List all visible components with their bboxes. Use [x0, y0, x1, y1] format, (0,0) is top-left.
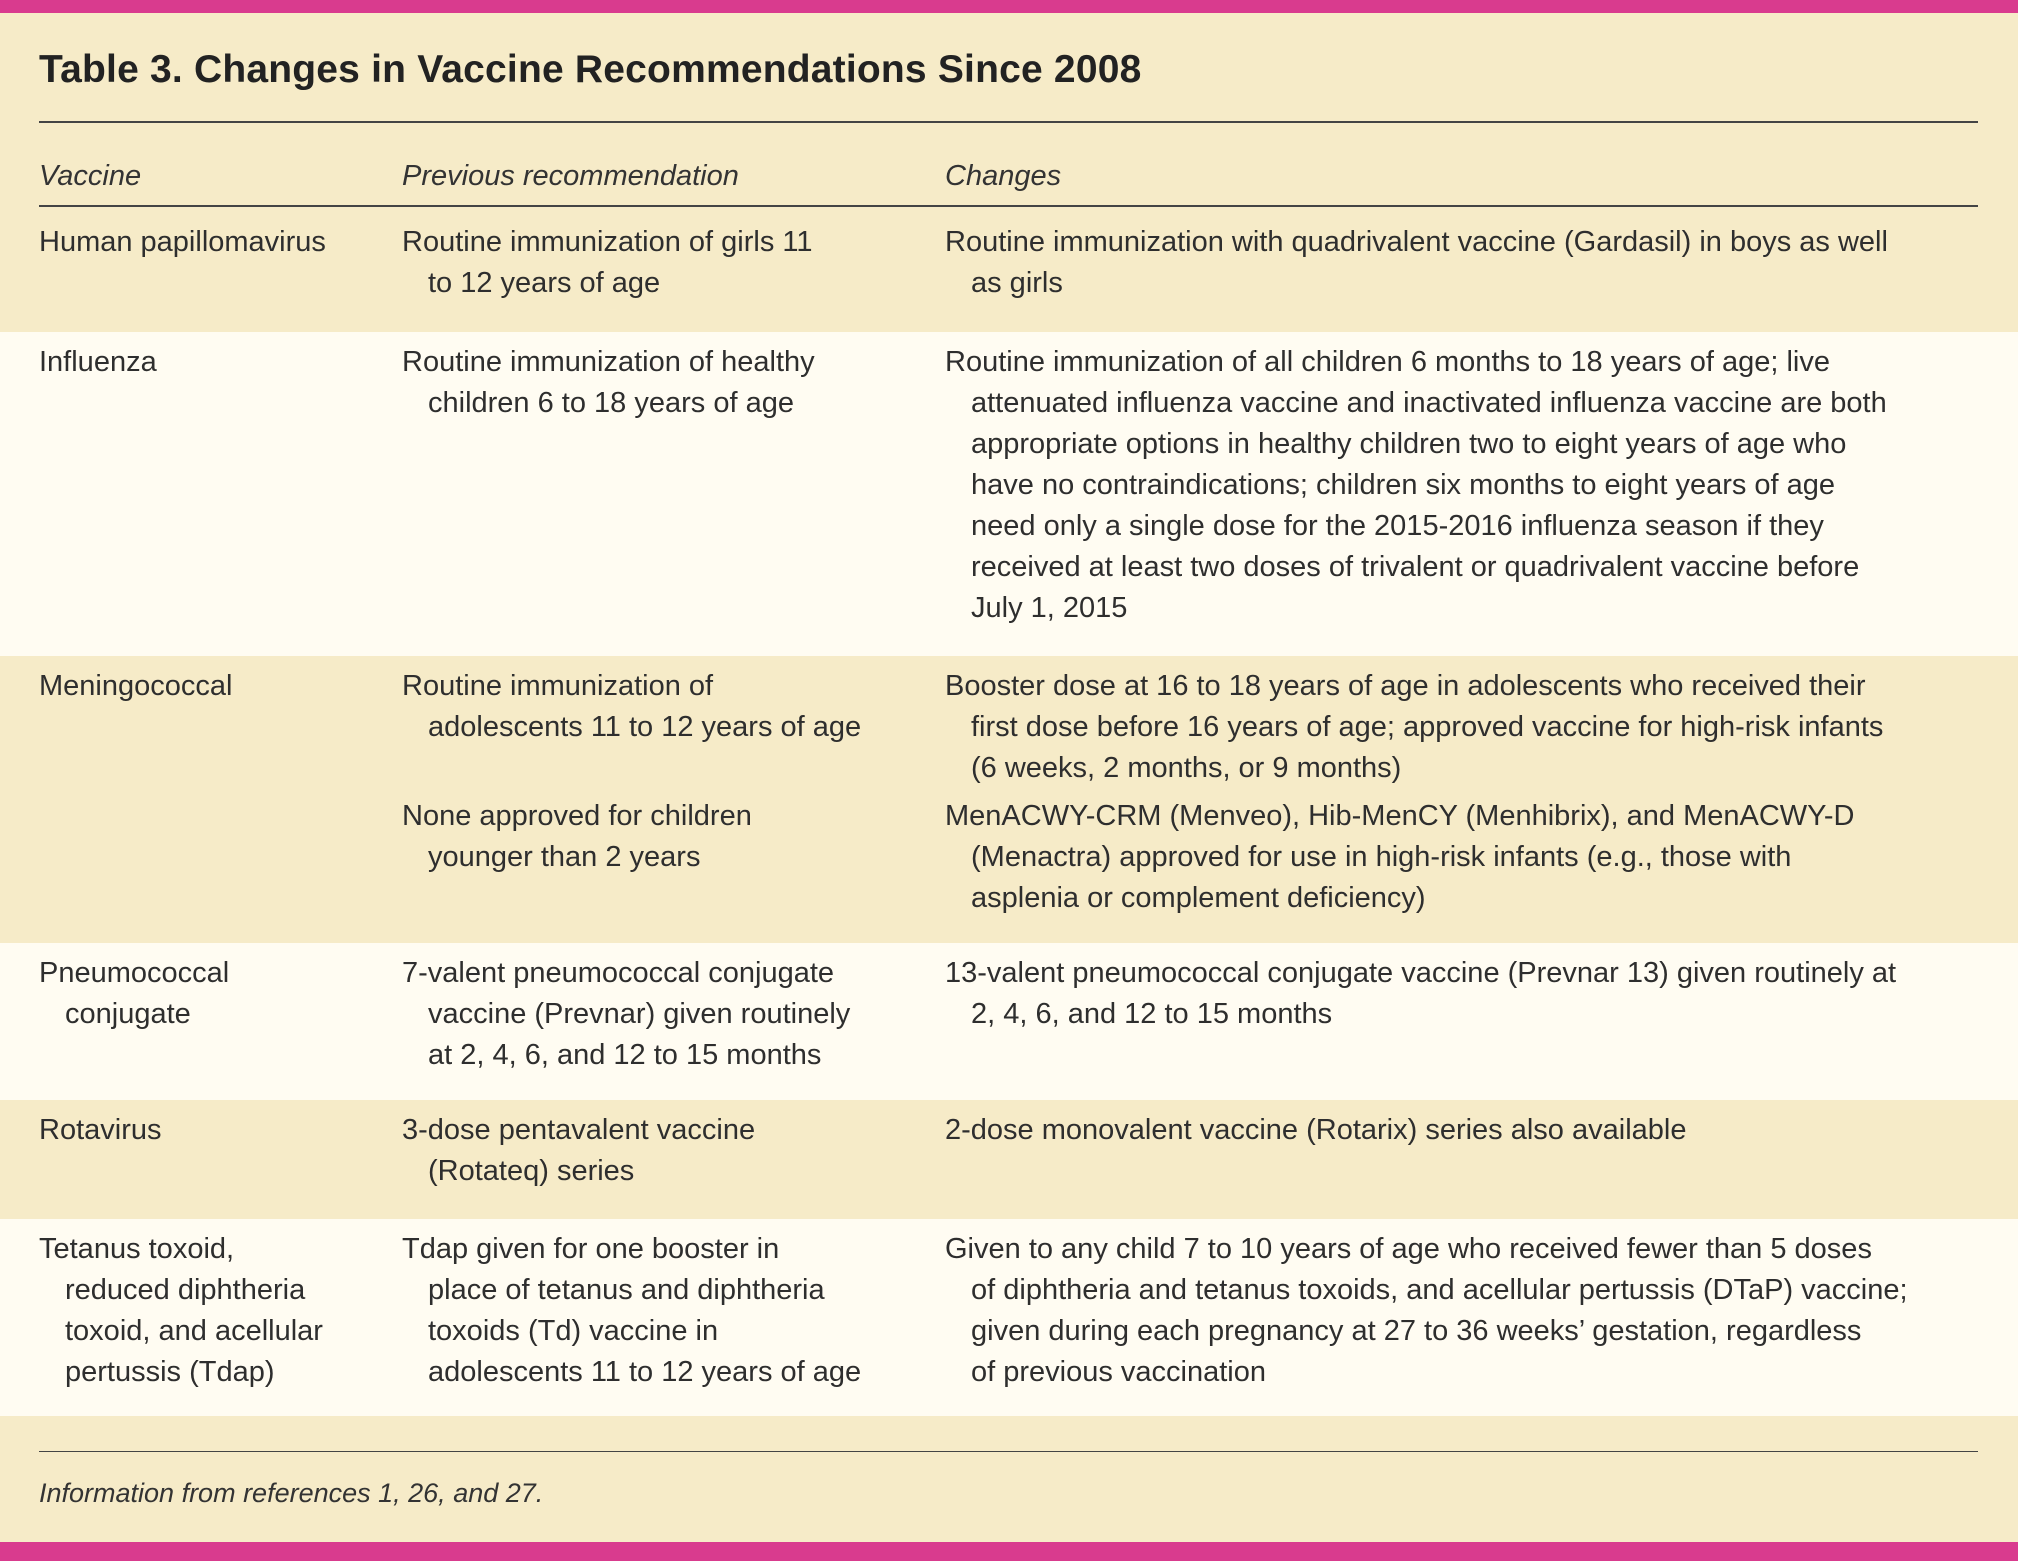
footer-rule: [39, 1451, 1978, 1452]
cell-line: 2, 4, 6, and 12 to 15 months: [971, 998, 1333, 1030]
cell-line: Given to any child 7 to 10 years of age …: [945, 1233, 1872, 1265]
cell-line: Booster dose at 16 to 18 years of age in…: [945, 670, 1866, 702]
cell-line: 13-valent pneumococcal conjugate vaccine…: [945, 957, 1897, 989]
cell-line: Human papillomavirus: [39, 226, 326, 258]
table-row: Tetanus toxoid, reduced diphtheria toxoid,…: [0, 1219, 2018, 1416]
cell-line: 3-dose pentavalent vaccine: [402, 1114, 756, 1146]
previous-cell: Routine immunization of adolescents 11 to…: [402, 666, 861, 748]
previous-cell: 3-dose pentavalent vaccine (Rotateq) seri…: [402, 1110, 755, 1192]
cell-line: Tdap given for one booster in: [402, 1233, 780, 1265]
cell-line: adolescents 11 to 12 years of age: [428, 1356, 862, 1388]
header-changes: Changes: [945, 160, 1062, 192]
cell-line: conjugate: [65, 998, 191, 1030]
changes-cell: 13-valent pneumococcal conjugate vaccine…: [945, 953, 1896, 1035]
cell-line: (Rotateq) series: [428, 1155, 635, 1187]
cell-line: to 12 years of age: [428, 267, 661, 299]
header-rule: [39, 205, 1978, 207]
cell-line: Meningococcal: [39, 670, 233, 702]
header-previous: Previous recommendation: [402, 160, 739, 192]
cell-line: younger than 2 years: [428, 841, 701, 873]
cell-line: Tetanus toxoid,: [39, 1233, 235, 1265]
vaccine-cell: Human papillomavirus: [39, 222, 326, 263]
cell-line: adolescents 11 to 12 years of age: [428, 711, 862, 743]
vaccine-cell: Tetanus toxoid, reduced diphtheria toxoid,…: [39, 1229, 323, 1393]
footer-band: [0, 1416, 2018, 1542]
cell-line: 2-dose monovalent vaccine (Rotarix) seri…: [945, 1114, 1687, 1146]
previous-cell: Tdap given for one booster in place of te…: [402, 1229, 861, 1393]
changes-cell: Booster dose at 16 to 18 years of age in…: [945, 666, 1883, 789]
vaccine-cell: Rotavirus: [39, 1110, 162, 1151]
cell-line: given during each pregnancy at 27 to 36 …: [971, 1315, 1862, 1347]
cell-line: vaccine (Prevnar) given routinely: [428, 998, 851, 1030]
header-vaccine: Vaccine: [39, 160, 142, 192]
table-row: Meningococcal Routine immunization of adol…: [0, 656, 2018, 943]
title-rule: [39, 121, 1978, 123]
vaccine-cell: Pneumococcal conjugate: [39, 953, 229, 1035]
table-row: Rotavirus 3-dose pentavalent vaccine (Rota…: [0, 1100, 2018, 1219]
title-band: [0, 13, 2018, 212]
top-accent-bar: [0, 0, 2018, 13]
cell-line: as girls: [971, 267, 1063, 299]
bottom-accent-bar: [0, 1542, 2018, 1561]
cell-line: None approved for children: [402, 800, 752, 832]
cell-line: July 1, 2015: [971, 592, 1128, 624]
cell-line: Routine immunization of girls 11: [402, 226, 813, 258]
changes-cell: Routine immunization of all children 6 m…: [945, 342, 1887, 629]
cell-line: have no contraindications; children six …: [971, 469, 1836, 501]
cell-line: Routine immunization of: [402, 670, 714, 702]
table-row: Human papillomavirus Routine immunization…: [0, 212, 2018, 332]
cell-line: Influenza: [39, 346, 157, 378]
cell-line: toxoids (Td) vaccine in: [428, 1315, 719, 1347]
cell-line: received at least two doses of trivalent…: [971, 551, 1860, 583]
cell-line: children 6 to 18 years of age: [428, 387, 794, 419]
table-row: Influenza Routine immunization of healthy…: [0, 332, 2018, 656]
cell-line: 7-valent pneumococcal conjugate: [402, 957, 835, 989]
previous-cell: 7-valent pneumococcal conjugate vaccine (…: [402, 953, 850, 1076]
cell-line: appropriate options in healthy children …: [971, 428, 1847, 460]
vaccine-cell: Influenza: [39, 342, 157, 383]
cell-line: pertussis (Tdap): [65, 1356, 275, 1388]
changes-cell: MenACWY-CRM (Menveo), Hib-MenCY (Menhibr…: [945, 796, 1854, 919]
footnote: Information from references 1, 26, and 2…: [39, 1478, 544, 1508]
table-title: Table 3. Changes in Vaccine Recommendati…: [39, 48, 1142, 91]
changes-cell: 2-dose monovalent vaccine (Rotarix) seri…: [945, 1110, 1686, 1151]
cell-line: (6 weeks, 2 months, or 9 months): [971, 752, 1402, 784]
changes-cell: Routine immunization with quadrivalent v…: [945, 222, 1888, 304]
cell-line: reduced diphtheria: [65, 1274, 306, 1306]
cell-line: of previous vaccination: [971, 1356, 1266, 1388]
cell-line: first dose before 16 years of age; appro…: [971, 711, 1884, 743]
previous-cell: None approved for children younger than 2…: [402, 796, 752, 878]
previous-cell: Routine immunization of girls 11 to 12 ye…: [402, 222, 813, 304]
cell-line: Pneumococcal: [39, 957, 230, 989]
table-row: Pneumococcal conjugate 7-valent pneumococc…: [0, 943, 2018, 1100]
cell-line: Rotavirus: [39, 1114, 162, 1146]
vaccine-cell: Meningococcal: [39, 666, 232, 707]
cell-line: asplenia or complement deficiency): [971, 882, 1426, 914]
cell-line: Routine immunization of healthy: [402, 346, 815, 378]
cell-line: Routine immunization with quadrivalent v…: [945, 226, 1888, 258]
cell-line: (Menactra) approved for use in high-risk…: [971, 841, 1792, 873]
cell-line: at 2, 4, 6, and 12 to 15 months: [428, 1039, 822, 1071]
cell-line: of diphtheria and tetanus toxoids, and a…: [971, 1274, 1908, 1306]
cell-line: toxoid, and acellular: [65, 1315, 323, 1347]
cell-line: place of tetanus and diphtheria: [428, 1274, 825, 1306]
cell-line: need only a single dose for the 2015-201…: [971, 510, 1824, 542]
cell-line: Routine immunization of all children 6 m…: [945, 346, 1830, 378]
changes-cell: Given to any child 7 to 10 years of age …: [945, 1229, 1908, 1393]
cell-line: MenACWY-CRM (Menveo), Hib-MenCY (Menhibr…: [945, 800, 1855, 832]
previous-cell: Routine immunization of healthy children …: [402, 342, 815, 424]
cell-line: attenuated influenza vaccine and inactiv…: [971, 387, 1887, 419]
